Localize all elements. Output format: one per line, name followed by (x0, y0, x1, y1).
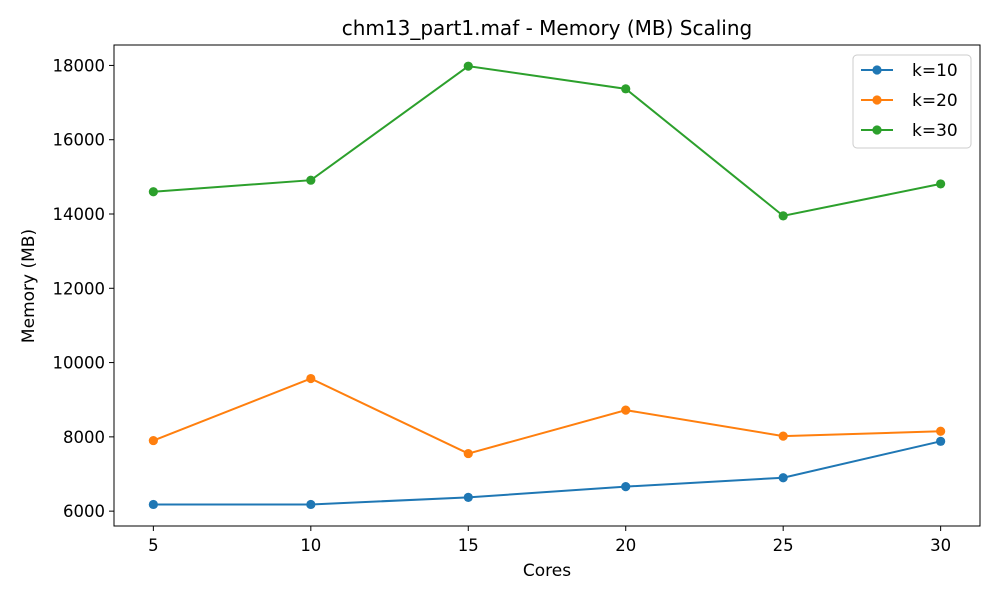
data-point (463, 492, 473, 502)
x-tick-label: 25 (773, 536, 794, 555)
legend-item: k=30 (861, 121, 958, 141)
plot-area: 5 10 15 20 25 30 6000 8000 10000 12000 14000 16000 1… (53, 44, 981, 555)
legend-label: k=20 (912, 91, 958, 111)
chart-title: chm13_part1.maf - Memory (MB) Scaling (342, 16, 752, 40)
y-tick-label: 12000 (53, 279, 106, 298)
legend-marker (872, 95, 882, 105)
legend-label: k=10 (912, 61, 958, 81)
data-point (936, 426, 946, 436)
data-point (778, 473, 788, 483)
data-point (936, 436, 946, 446)
series-k=30 (148, 61, 946, 221)
data-point (148, 499, 158, 510)
legend-marker (872, 65, 882, 75)
y-tick-label: 6000 (63, 502, 105, 521)
data-point (778, 211, 788, 221)
series-line (152, 377, 941, 455)
series-line (153, 440, 941, 506)
y-tick-label: 10000 (53, 354, 106, 373)
data-point (148, 435, 158, 446)
legend-item: k=10 (861, 61, 958, 81)
x-tick-label: 5 (148, 536, 159, 555)
y-tick-label: 14000 (53, 205, 106, 224)
data-point (463, 448, 473, 459)
series-line (153, 65, 941, 217)
legend-marker (872, 125, 882, 135)
data-point (148, 187, 158, 197)
y-tick-label: 16000 (53, 131, 106, 150)
series-k=10 (148, 436, 946, 510)
x-tick-label: 20 (615, 536, 636, 555)
data-point (306, 175, 316, 185)
x-tick-label: 15 (458, 536, 479, 555)
data-point (621, 482, 631, 492)
data-point (621, 405, 631, 415)
x-tick-label: 30 (930, 536, 951, 555)
y-tick-label: 18000 (53, 56, 106, 75)
x-axis-label: Cores (523, 561, 571, 581)
legend: k=10 k=20 k=30 (852, 54, 972, 149)
legend-label: k=30 (912, 121, 958, 141)
data-point (778, 431, 788, 441)
y-axis-label: Memory (MB) (19, 229, 39, 343)
data-point (621, 84, 631, 94)
series-k=20 (148, 373, 946, 459)
legend-item: k=20 (861, 91, 958, 111)
data-point (306, 373, 316, 384)
plot-frame (113, 44, 981, 527)
legend-box (852, 54, 972, 149)
y-tick-label: 8000 (63, 428, 105, 447)
data-point (306, 499, 316, 510)
x-tick-label: 10 (300, 536, 321, 555)
data-point (936, 179, 946, 189)
data-point (463, 61, 473, 71)
